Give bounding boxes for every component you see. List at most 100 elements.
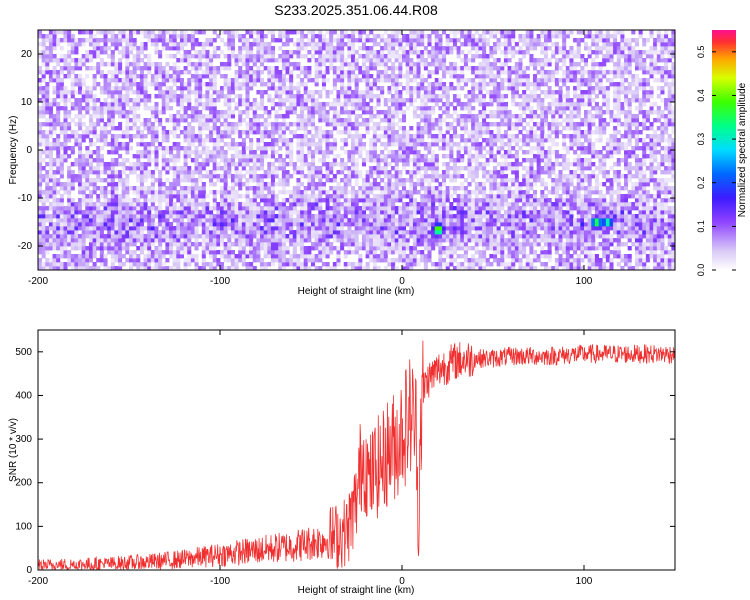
spectrogram-cell <box>321 54 326 59</box>
spectrogram-cell <box>249 166 254 171</box>
spectrogram-cell <box>92 86 97 91</box>
spectrogram-cell <box>267 198 272 203</box>
spectrogram-cell <box>48 218 53 223</box>
spectrogram-cell <box>147 122 152 127</box>
spectrogram-cell <box>343 122 348 127</box>
spectrogram-cell <box>431 154 436 159</box>
spectrogram-cell <box>343 30 348 35</box>
spectrogram-cell <box>230 114 235 119</box>
spectrogram-cell <box>245 226 250 231</box>
spectrogram-cell <box>292 166 297 171</box>
spectrogram-cell <box>70 218 75 223</box>
spectrogram-cell <box>300 262 305 267</box>
spectrogram-cell <box>420 242 425 247</box>
spectrogram-cell <box>169 250 174 255</box>
spectrogram-cell <box>179 218 184 223</box>
spectrogram-cell <box>59 158 64 163</box>
spectrogram-cell <box>394 246 399 251</box>
spectrogram-cell <box>249 226 254 231</box>
spectrogram-cell <box>147 238 152 243</box>
spectrogram-cell <box>380 158 385 163</box>
spectrogram-cell <box>70 118 75 123</box>
spectrogram-cell <box>270 58 275 63</box>
spectrogram-cell <box>307 210 312 215</box>
spectrogram-cell <box>289 218 294 223</box>
spectrogram-cell <box>81 122 86 127</box>
spectrogram-cell <box>38 182 43 187</box>
spectrogram-cell <box>252 78 257 83</box>
spectrogram-cell <box>85 202 90 207</box>
spectrogram-cell <box>354 174 359 179</box>
spectrogram-cell <box>63 142 68 147</box>
spectrogram-cell <box>369 138 374 143</box>
spectrogram-cell <box>176 86 181 91</box>
spectrogram-cell <box>201 122 206 127</box>
spectrogram-cell <box>41 214 46 219</box>
spectrogram-cell <box>118 222 123 227</box>
spectrogram-cell <box>340 86 345 91</box>
spectrogram-cell <box>48 266 53 270</box>
spectrogram-cell <box>351 214 356 219</box>
spectrogram-cell <box>365 34 370 39</box>
spectrogram-cell <box>292 66 297 71</box>
spectrogram-cell <box>289 106 294 111</box>
spectrogram-cell <box>270 82 275 87</box>
spectrogram-cell <box>230 122 235 127</box>
spectrogram-cell <box>300 222 305 227</box>
spectrogram-cell <box>314 202 319 207</box>
spectrogram-cell <box>107 142 112 147</box>
spectrogram-cell <box>285 178 290 183</box>
spectrogram-cell <box>289 150 294 155</box>
spectrogram-cell <box>216 138 221 143</box>
spectrogram-cell <box>402 162 407 167</box>
spectrogram-cell <box>267 86 272 91</box>
spectrogram-cell <box>45 130 50 135</box>
spectrogram-cell <box>132 206 137 211</box>
spectrogram-cell <box>391 82 396 87</box>
spectrogram-cell <box>118 194 123 199</box>
spectrogram-cell <box>48 242 53 247</box>
spectrogram-cell <box>398 102 403 107</box>
spectrogram-cell <box>56 178 61 183</box>
spectrogram-cell <box>376 98 381 103</box>
spectrogram-cell <box>336 66 341 71</box>
spectrogram-cell <box>405 142 410 147</box>
spectrogram-cell <box>179 38 184 43</box>
spectrogram-cell <box>321 190 326 195</box>
spectrogram-cell <box>398 174 403 179</box>
spectrogram-cell <box>387 118 392 123</box>
spectrogram-cell <box>205 62 210 67</box>
spectrogram-cell <box>358 246 363 251</box>
spectrogram-cell <box>38 86 43 91</box>
spectrogram-cell <box>223 42 228 47</box>
spectrogram-cell <box>405 246 410 251</box>
spectrogram-cell <box>372 234 377 239</box>
spectrogram-cell <box>412 146 417 151</box>
spectrogram-cell <box>139 166 144 171</box>
spectrogram-cell <box>139 194 144 199</box>
spectrogram-cell <box>318 242 323 247</box>
spectrogram-cell <box>223 214 228 219</box>
spectrogram-cell <box>59 210 64 215</box>
spectrogram-cell <box>398 238 403 243</box>
spectrogram-cell <box>256 166 261 171</box>
spectrogram-cell <box>234 58 239 63</box>
spectrogram-cell <box>88 50 93 55</box>
spectrogram-cell <box>405 90 410 95</box>
spectrogram-cell <box>369 166 374 171</box>
spectrogram-cell <box>136 166 141 171</box>
spectrogram-cell <box>398 146 403 151</box>
spectrogram-cell <box>227 214 232 219</box>
spectrogram-cell <box>289 98 294 103</box>
spectrogram-cell <box>99 186 104 191</box>
spectrogram-cell <box>154 230 159 235</box>
spectrogram-cell <box>238 242 243 247</box>
spectrogram-cell <box>172 262 177 267</box>
spectrogram-cell <box>169 182 174 187</box>
spectrogram-cell <box>118 42 123 47</box>
spectrogram-cell <box>409 246 414 251</box>
spectrogram-cell <box>420 134 425 139</box>
spectrogram-cell <box>129 186 134 191</box>
spectrogram-cell <box>121 102 126 107</box>
